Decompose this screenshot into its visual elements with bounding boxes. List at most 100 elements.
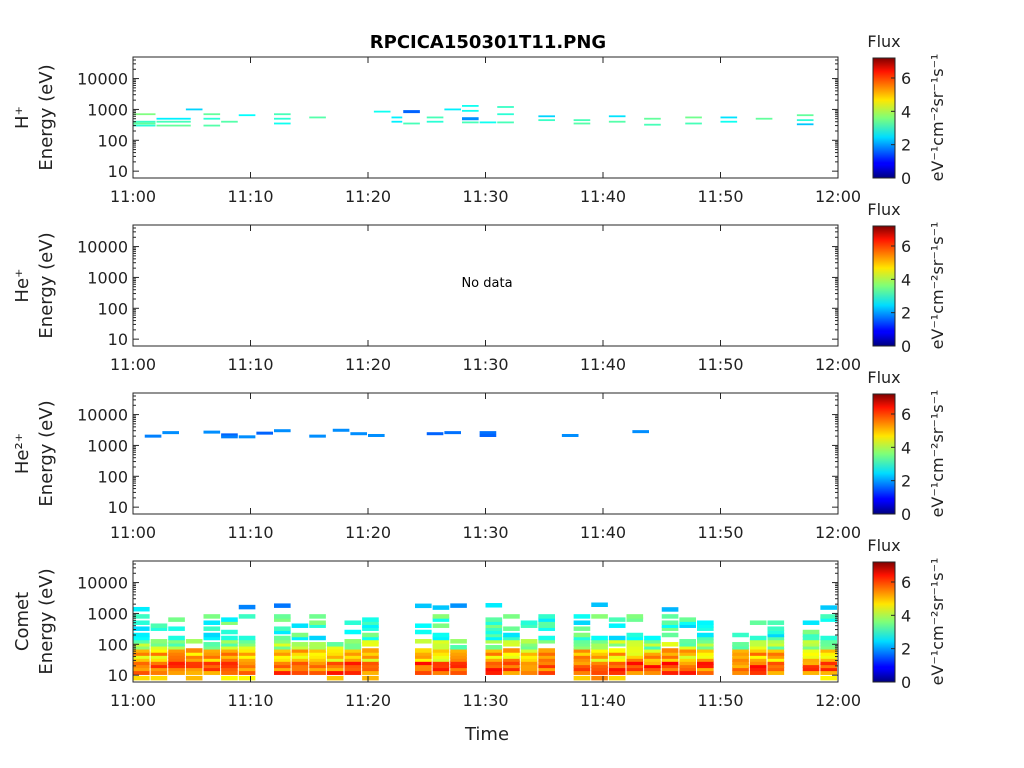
colorbar [872,225,896,347]
flux-cell [538,617,555,622]
flux-cell [679,620,696,625]
flux-cell [749,666,767,672]
flux-cell [520,663,538,669]
flux-cell [185,670,203,675]
y-tick-label: 10 [108,162,128,181]
flux-cell [796,119,814,122]
flux-cell [415,639,432,644]
flux-cell [332,428,350,432]
flux-cell [150,666,168,672]
flux-cell [362,632,379,638]
flux-cell [432,635,450,641]
flux-cell [591,645,608,650]
x-tick-label: 11:40 [580,187,626,206]
flux-cell [485,629,503,635]
flux-cell [608,670,626,675]
flux-cell [820,648,837,653]
y-tick-label: 10 [108,666,128,685]
flux-cell [309,623,326,628]
flux-cell [203,430,221,434]
flux-cell [432,639,450,644]
flux-cell [274,603,291,608]
flux-cell [426,116,444,119]
flux-cell [538,654,555,659]
flux-cell [573,119,591,122]
flux-cell [221,645,238,650]
flux-cell [238,642,256,647]
flux-cell [485,639,503,644]
flux-cell [203,117,221,120]
flux-cell [415,657,432,662]
flux-cell [203,660,221,666]
colorbar-tick-label: 0 [901,673,911,692]
flux-cell [133,654,150,659]
species-label: Comet [12,592,33,651]
flux-cell [485,666,503,672]
flux-cell [362,635,379,641]
flux-cell [591,654,608,659]
flux-cell [503,614,520,619]
flux-cell [450,670,467,675]
flux-cell [644,670,661,675]
flux-cell [520,654,538,659]
flux-cell [820,642,837,647]
flux-cell [679,645,696,650]
flux-cell [326,663,344,669]
x-tick-label: 11:50 [697,691,743,710]
flux-cell [133,620,150,625]
flux-cell [462,121,479,124]
flux-cell [462,117,479,121]
flux-cell [344,660,362,666]
colorbar-tick-label: 2 [901,472,911,491]
flux-cell [362,651,379,656]
flux-cell [626,617,644,622]
flux-cell [274,670,291,675]
flux-cell [274,648,291,653]
flux-cell [661,657,679,662]
flux-cell [432,654,450,659]
flux-cell [626,654,644,659]
flux-cell [168,663,185,669]
x-tick-label: 11:30 [462,691,508,710]
flux-cell [626,666,644,672]
no-data-text: No data [461,276,512,291]
flux-cell [820,639,837,644]
flux-cell [626,614,644,619]
flux-cell [802,663,820,669]
flux-cell [450,663,467,669]
flux-cell [767,626,785,631]
flux-cell [802,651,820,656]
flux-cell [221,617,238,622]
flux-cell [749,670,767,675]
flux-cell [274,122,291,125]
flux-cell [309,116,326,119]
colorbar-tick-label: 6 [901,405,911,424]
x-tick-label: 12:00 [815,691,861,710]
flux-cell [520,639,538,644]
x-tick-label: 11:20 [345,523,391,542]
flux-cell [608,657,626,662]
x-tick-label: 11:00 [110,355,156,374]
flux-cell [538,119,555,122]
colorbar [872,393,896,515]
flux-cell [432,645,450,650]
flux-cell [291,657,309,662]
flux-cell [697,654,714,659]
flux-cell [608,639,626,644]
flux-cell [462,109,479,112]
flux-cell [485,670,503,675]
flux-cell [133,120,156,123]
flux-cell [767,654,785,659]
flux-cell [291,666,309,672]
flux-cell [485,663,503,669]
flux-cell [391,120,403,123]
flux-cell [133,670,150,675]
flux-cell [626,645,644,650]
flux-cell [362,617,379,622]
flux-cell [503,663,520,669]
flux-cell [573,614,591,619]
flux-cell [203,635,221,641]
y-tick-label: 1000 [87,268,128,287]
colorbar-title: Flux [867,32,900,51]
